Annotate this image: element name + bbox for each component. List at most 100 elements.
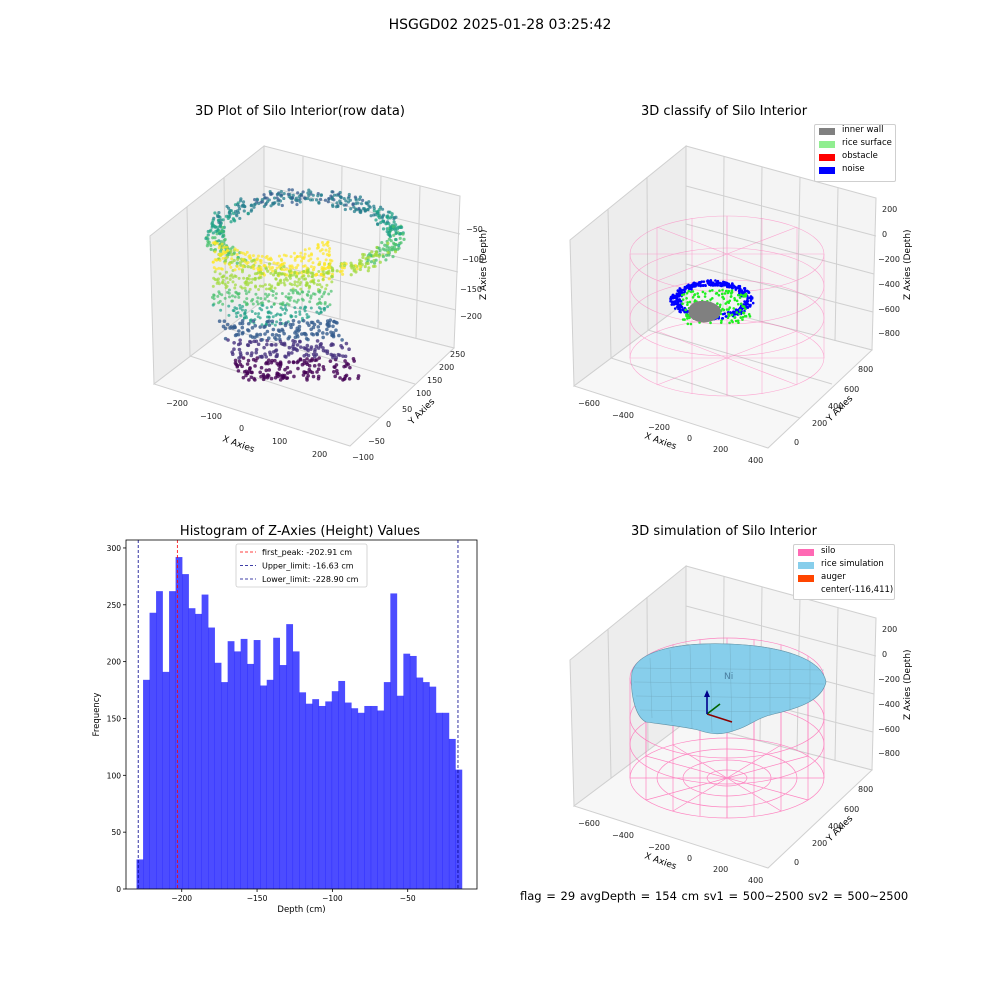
raw-point: [397, 243, 401, 248]
raw-point: [358, 264, 362, 268]
noise-point: [692, 281, 696, 285]
histogram-y-label: Frequency: [92, 693, 102, 737]
raw-point: [392, 216, 396, 220]
raw-point: [376, 222, 380, 226]
rice-surface-point: [719, 321, 723, 324]
histogram-bar: [182, 574, 189, 889]
raw-point: [223, 245, 227, 249]
raw-point: [266, 311, 270, 315]
rice-surface-point: [747, 313, 751, 316]
raw-point: [322, 272, 326, 276]
raw-point: [293, 256, 297, 260]
inner-wall-patch: [688, 300, 721, 323]
histogram-bar: [234, 651, 241, 889]
raw-point: [284, 355, 288, 359]
y-tick-label: 50: [111, 828, 121, 837]
raw-point: [343, 374, 348, 379]
raw-point: [235, 315, 239, 319]
raw-point: [344, 203, 348, 207]
raw-point: [233, 210, 238, 214]
figure-title: HSGGD02 2025-01-28 03:25:42: [388, 17, 612, 33]
raw-point: [344, 341, 349, 346]
raw-point: [307, 254, 311, 258]
classify-x-ticks: −600 −400 −200 0 200 400: [578, 399, 763, 465]
raw-point: [369, 260, 374, 264]
raw-point: [259, 268, 263, 272]
raw-point: [336, 352, 341, 357]
raw-point: [392, 233, 396, 237]
raw-point: [276, 272, 280, 276]
raw-point: [381, 254, 386, 259]
raw-point: [241, 375, 246, 380]
rice-surface-point: [686, 301, 689, 304]
raw-point: [332, 369, 336, 374]
histogram-bar: [305, 703, 313, 889]
noise-point: [708, 283, 711, 287]
rice-surface-point: [721, 288, 724, 292]
raw-point: [244, 308, 248, 312]
raw-point: [389, 239, 393, 243]
raw-point: [244, 292, 248, 296]
rice-surface-point: [689, 290, 693, 294]
raw-point: [238, 321, 242, 326]
rice-surface-point: [739, 316, 743, 319]
raw-point: [330, 203, 335, 207]
raw-point: [223, 261, 227, 265]
raw-point: [266, 373, 270, 377]
raw-point: [295, 284, 299, 288]
raw-point: [334, 205, 338, 209]
raw-point: [206, 233, 210, 237]
raw-point: [249, 208, 254, 212]
raw-point: [322, 367, 326, 372]
raw-point: [292, 273, 296, 277]
raw-point: [289, 269, 293, 273]
raw-point: [227, 313, 231, 317]
raw-point: [227, 304, 231, 308]
noise-point: [722, 282, 725, 285]
raw-point: [292, 374, 296, 379]
raw-point: [227, 211, 231, 215]
raw-point: [211, 218, 215, 222]
raw-point: [350, 263, 354, 267]
raw-point: [268, 258, 272, 262]
raw-y-tick: 100: [416, 389, 431, 398]
raw-point: [316, 319, 320, 324]
rice-surface-point: [742, 305, 746, 308]
rice-surface-point: [730, 289, 734, 292]
raw-point: [241, 305, 245, 309]
raw-point: [324, 287, 328, 291]
classify-x-tick: −600: [578, 399, 600, 408]
raw-point: [385, 215, 389, 219]
raw-point: [269, 271, 273, 275]
raw-point: [258, 325, 263, 329]
raw-point: [268, 283, 272, 287]
raw-point: [348, 365, 352, 370]
raw-point: [209, 247, 213, 251]
raw-point: [218, 299, 222, 303]
y-tick-label: 150: [107, 714, 122, 723]
raw-point: [255, 332, 259, 337]
raw-point: [265, 199, 270, 204]
raw-point: [230, 253, 234, 257]
rice-surface-point: [720, 292, 724, 296]
noise-point: [713, 284, 717, 287]
noise-point: [670, 303, 674, 306]
raw-point: [330, 280, 334, 284]
histogram-legend: first_peak: -202.91 cm Upper_limit: -16.6…: [235, 543, 368, 588]
raw-point: [300, 259, 304, 263]
raw-point: [282, 331, 286, 336]
raw-point: [228, 326, 232, 330]
raw-point: [218, 232, 222, 236]
raw-point: [271, 327, 276, 332]
raw-point: [294, 266, 298, 270]
raw-point: [307, 315, 311, 319]
raw-point: [289, 314, 293, 318]
raw-point: [307, 323, 311, 328]
raw-point: [309, 265, 313, 269]
rice-surface-point: [741, 318, 744, 321]
raw-x-ticks: −200 −100 0 100 200: [166, 399, 327, 459]
classify-x-tick: −200: [648, 423, 670, 432]
histogram-bar: [396, 695, 404, 889]
raw-point: [309, 296, 313, 300]
raw-point: [251, 254, 255, 258]
